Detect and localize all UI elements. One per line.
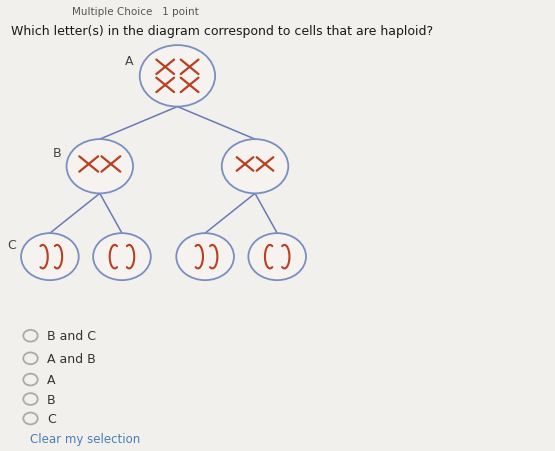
Ellipse shape — [67, 140, 133, 194]
Text: B: B — [52, 147, 61, 160]
Text: C: C — [7, 239, 16, 252]
Text: Clear my selection: Clear my selection — [31, 432, 141, 445]
Text: A and B: A and B — [47, 352, 96, 365]
Text: A: A — [124, 55, 133, 68]
Text: Multiple Choice   1 point: Multiple Choice 1 point — [72, 7, 199, 17]
Ellipse shape — [21, 234, 79, 281]
Text: A: A — [47, 373, 56, 386]
Ellipse shape — [140, 46, 215, 107]
Text: C: C — [47, 412, 56, 425]
Text: B and C: B and C — [47, 330, 96, 342]
Ellipse shape — [176, 234, 234, 281]
Ellipse shape — [249, 234, 306, 281]
Ellipse shape — [222, 140, 288, 194]
Text: B: B — [47, 393, 56, 405]
Text: Which letter(s) in the diagram correspond to cells that are haploid?: Which letter(s) in the diagram correspon… — [11, 25, 433, 38]
Ellipse shape — [93, 234, 151, 281]
